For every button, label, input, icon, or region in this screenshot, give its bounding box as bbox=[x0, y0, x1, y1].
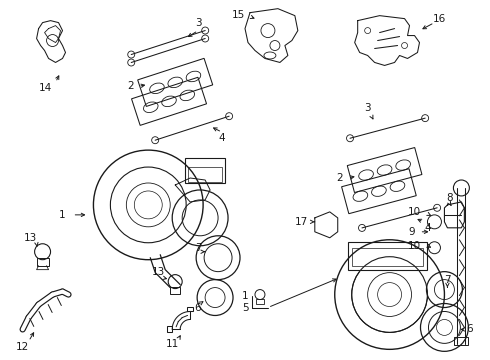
Text: 7: 7 bbox=[444, 275, 451, 285]
Text: 3: 3 bbox=[365, 103, 371, 113]
Bar bbox=[170, 287, 180, 293]
Text: 5: 5 bbox=[242, 302, 248, 312]
Text: 7: 7 bbox=[195, 243, 201, 253]
Text: 14: 14 bbox=[39, 84, 52, 93]
Text: 10: 10 bbox=[408, 241, 421, 251]
Bar bbox=[37, 258, 49, 266]
Text: 6: 6 bbox=[194, 302, 200, 312]
Text: 1: 1 bbox=[242, 291, 248, 301]
Bar bbox=[167, 327, 172, 332]
Text: 17: 17 bbox=[295, 217, 309, 227]
Text: 6: 6 bbox=[466, 324, 473, 334]
Bar bbox=[352, 248, 423, 266]
Text: 8: 8 bbox=[446, 193, 453, 203]
Text: 12: 12 bbox=[16, 342, 29, 352]
Bar bbox=[185, 158, 225, 183]
Text: 13: 13 bbox=[24, 233, 37, 243]
Text: 4: 4 bbox=[424, 223, 431, 233]
Text: 10: 10 bbox=[408, 207, 421, 217]
Text: 1: 1 bbox=[59, 210, 66, 220]
Bar bbox=[256, 298, 264, 303]
Bar bbox=[348, 242, 427, 270]
Bar bbox=[454, 337, 468, 345]
Text: 16: 16 bbox=[433, 14, 446, 24]
Text: 9: 9 bbox=[408, 227, 415, 237]
Text: 2: 2 bbox=[127, 81, 134, 91]
Text: 13: 13 bbox=[151, 267, 165, 276]
Text: 15: 15 bbox=[231, 10, 245, 20]
Text: 3: 3 bbox=[195, 18, 201, 28]
Bar bbox=[187, 306, 193, 311]
Text: 4: 4 bbox=[219, 133, 225, 143]
Bar bbox=[188, 167, 222, 182]
Text: 11: 11 bbox=[166, 339, 179, 349]
Text: 2: 2 bbox=[337, 173, 343, 183]
